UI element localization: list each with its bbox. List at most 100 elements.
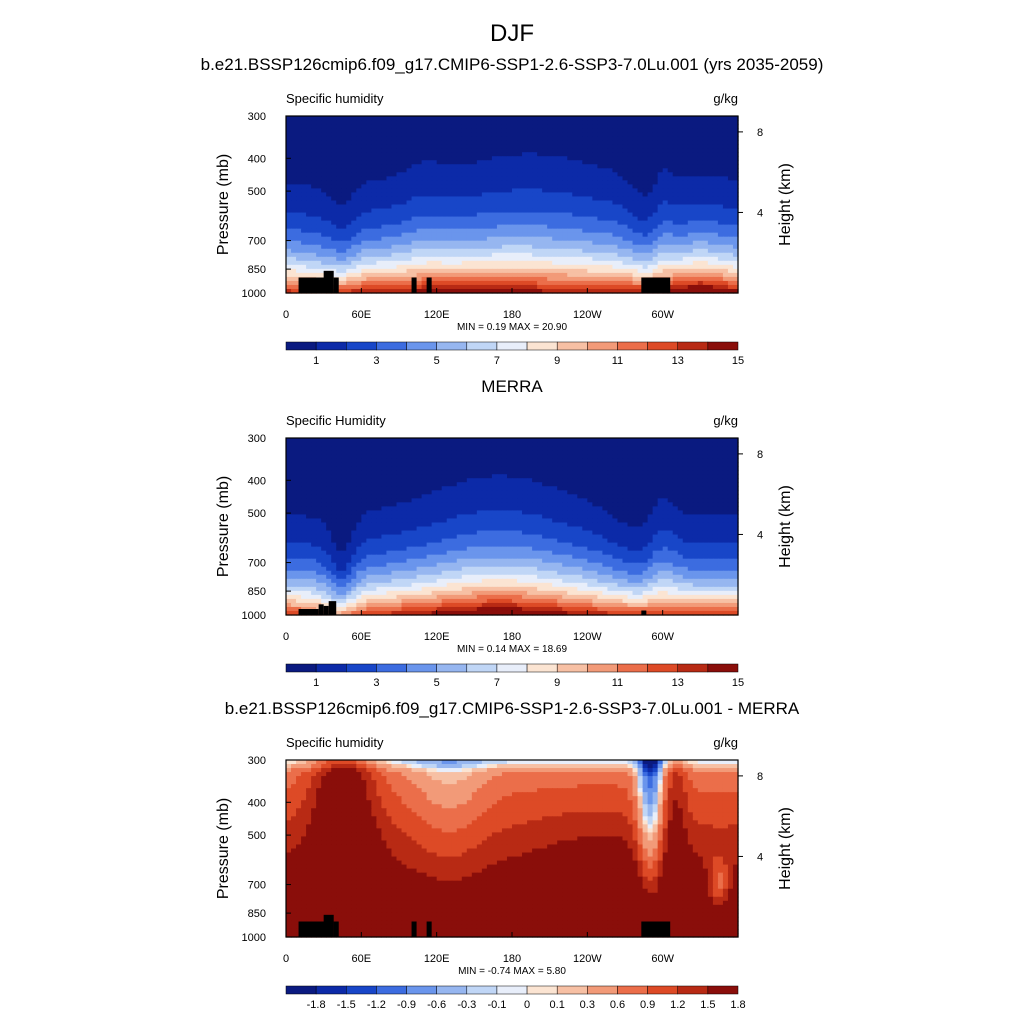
heatmap-cell bbox=[682, 224, 689, 230]
heatmap-cell bbox=[597, 466, 603, 471]
heatmap-cell bbox=[527, 168, 533, 173]
heatmap-cell bbox=[672, 184, 679, 190]
heatmap-cell bbox=[542, 196, 548, 202]
heatmap-cell bbox=[426, 140, 433, 145]
heatmap-cell bbox=[361, 172, 367, 177]
heatmap-cell bbox=[481, 438, 488, 443]
heatmap-cell bbox=[466, 168, 473, 173]
heatmap-cell bbox=[602, 458, 609, 463]
heatmap-cell bbox=[396, 474, 403, 479]
heatmap-cell bbox=[496, 148, 503, 153]
heatmap-cell bbox=[351, 164, 357, 169]
heatmap-cell bbox=[366, 272, 372, 278]
heatmap-cell bbox=[356, 450, 362, 455]
heatmap-cell bbox=[471, 200, 478, 206]
heatmap-cell bbox=[607, 268, 614, 274]
heatmap-cell bbox=[632, 204, 639, 210]
heatmap-cell bbox=[446, 192, 453, 198]
heatmap-cell bbox=[296, 116, 302, 121]
heatmap-cell bbox=[421, 284, 428, 290]
heatmap-cell bbox=[597, 124, 603, 129]
heatmap-cell bbox=[396, 446, 403, 451]
heatmap-cell bbox=[456, 144, 463, 149]
heatmap-cell bbox=[562, 458, 568, 463]
heatmap-cell bbox=[496, 208, 503, 214]
heatmap-cell bbox=[622, 264, 629, 270]
heatmap-cell bbox=[677, 454, 684, 459]
heatmap-cell bbox=[286, 228, 292, 234]
heatmap-cell bbox=[366, 252, 372, 258]
heatmap-cell bbox=[381, 132, 388, 137]
heatmap-cell bbox=[341, 156, 347, 161]
heatmap-cell bbox=[637, 276, 644, 282]
heatmap-cell bbox=[461, 276, 468, 282]
heatmap-cell bbox=[346, 466, 352, 471]
ytick-label: 500 bbox=[248, 186, 266, 198]
heatmap-cell bbox=[682, 276, 689, 282]
heatmap-cell bbox=[717, 458, 724, 463]
heatmap-cell bbox=[291, 474, 297, 479]
heatmap-cell bbox=[456, 204, 463, 210]
heatmap-cell bbox=[396, 260, 403, 266]
heatmap-cell bbox=[617, 280, 624, 286]
heatmap-cell bbox=[426, 184, 433, 190]
heatmap-cell bbox=[672, 164, 679, 169]
heatmap-cell bbox=[597, 200, 603, 206]
heatmap-cell bbox=[471, 196, 478, 202]
heatmap-cell bbox=[426, 264, 433, 270]
heatmap-cell bbox=[506, 256, 513, 262]
heatmap-cell bbox=[582, 216, 588, 222]
heatmap-cell bbox=[416, 188, 423, 194]
heatmap-cell bbox=[657, 220, 664, 226]
heatmap-cell bbox=[672, 132, 679, 137]
heatmap-cell bbox=[316, 442, 322, 447]
heatmap-cell bbox=[622, 200, 629, 206]
heatmap-cell bbox=[481, 268, 488, 274]
heatmap-cell bbox=[466, 462, 473, 467]
heatmap-cell bbox=[702, 132, 709, 137]
heatmap-cell bbox=[301, 124, 307, 129]
heatmap-cell bbox=[707, 148, 714, 153]
heatmap-cell bbox=[421, 462, 428, 467]
heatmap-cell bbox=[517, 124, 523, 129]
heatmap-cell bbox=[592, 200, 598, 206]
heatmap-cell bbox=[471, 192, 478, 198]
heatmap-cell bbox=[471, 268, 478, 274]
colorbar-swatch bbox=[466, 341, 498, 351]
heatmap-cell bbox=[331, 204, 337, 210]
heatmap-cell bbox=[642, 454, 649, 459]
heatmap-cell bbox=[677, 462, 684, 467]
heatmap-cell bbox=[577, 240, 583, 246]
heatmap-cell bbox=[376, 132, 383, 137]
heatmap-cell bbox=[431, 220, 438, 226]
heatmap-cell bbox=[547, 236, 553, 242]
heatmap-cell bbox=[522, 152, 528, 157]
heatmap-cell bbox=[466, 288, 473, 294]
heatmap-cell bbox=[552, 442, 558, 447]
heatmap-cell bbox=[471, 474, 478, 479]
heatmap-cell bbox=[406, 438, 413, 443]
heatmap-cell bbox=[456, 164, 463, 169]
heatmap-cell bbox=[426, 152, 433, 157]
heatmap-cell bbox=[547, 164, 553, 169]
heatmap-cell bbox=[331, 128, 337, 133]
heatmap-cell bbox=[346, 156, 352, 161]
heatmap-cell bbox=[672, 192, 679, 198]
heatmap-cell bbox=[707, 466, 714, 471]
heatmap-cell bbox=[446, 256, 453, 262]
heatmap-cell bbox=[642, 152, 649, 157]
heatmap-cell bbox=[431, 196, 438, 202]
heatmap-cell bbox=[712, 132, 719, 137]
heatmap-cell bbox=[637, 264, 644, 270]
heatmap-cell bbox=[692, 438, 699, 443]
heatmap-cell bbox=[321, 462, 327, 467]
heatmap-cell bbox=[366, 280, 372, 286]
heatmap-cell bbox=[486, 240, 493, 246]
heatmap-cell bbox=[592, 438, 598, 443]
heatmap-cell bbox=[441, 268, 448, 274]
heatmap-cell bbox=[697, 216, 704, 222]
heatmap-cell bbox=[522, 228, 528, 234]
heatmap-cell bbox=[491, 116, 498, 121]
heatmap-cell bbox=[371, 168, 377, 173]
heatmap-cell bbox=[702, 446, 709, 451]
